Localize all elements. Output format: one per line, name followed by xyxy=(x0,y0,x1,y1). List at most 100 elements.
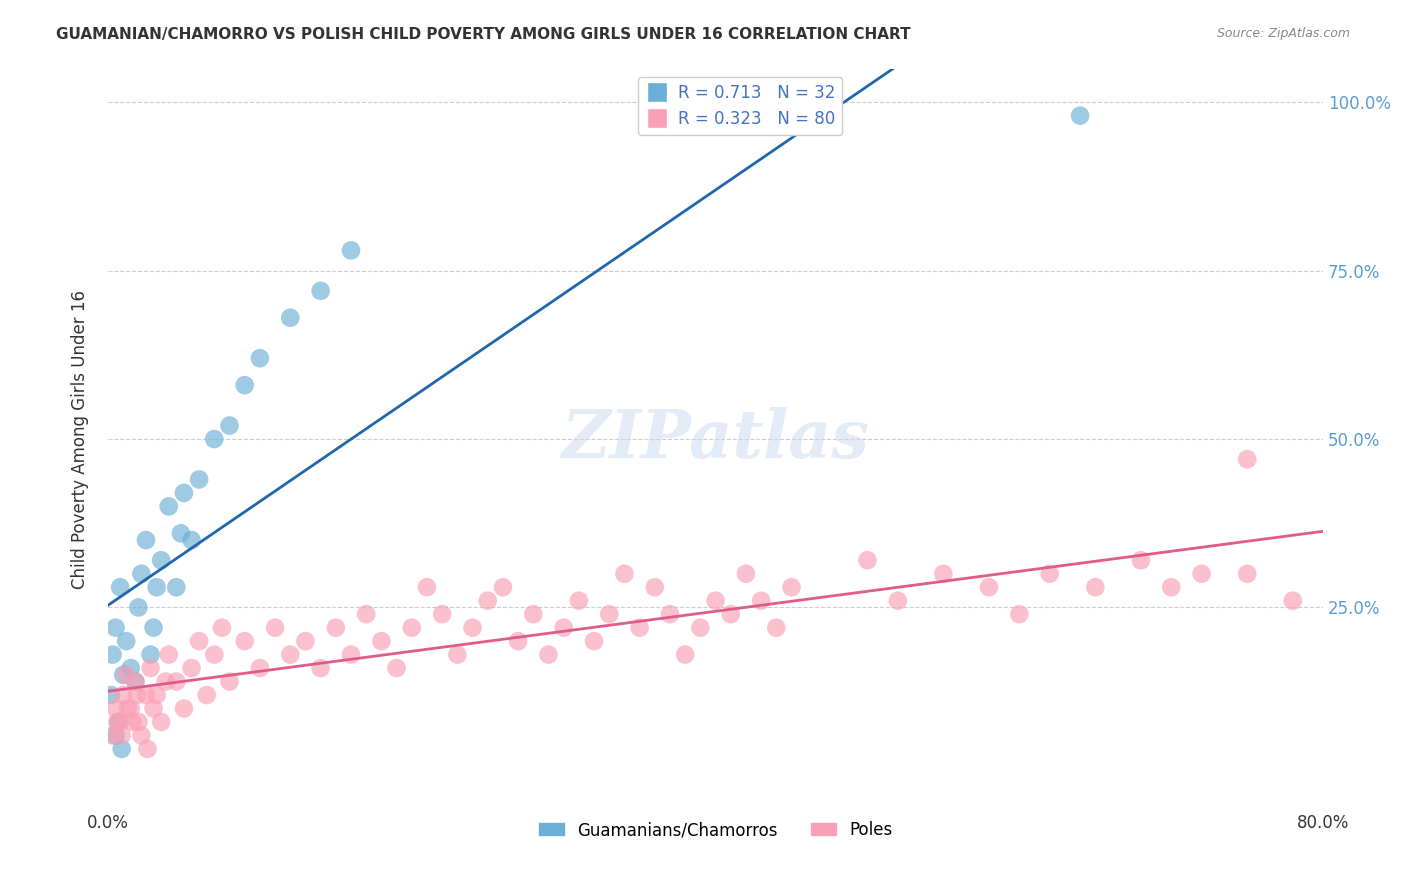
Text: ZIPatlas: ZIPatlas xyxy=(561,407,869,472)
Point xyxy=(115,634,138,648)
Point xyxy=(108,580,131,594)
Point xyxy=(135,688,157,702)
Point xyxy=(142,701,165,715)
Point xyxy=(370,634,392,648)
Point xyxy=(1236,452,1258,467)
Point xyxy=(477,593,499,607)
Point xyxy=(157,500,180,514)
Point xyxy=(249,661,271,675)
Point xyxy=(180,661,202,675)
Point xyxy=(101,728,124,742)
Point xyxy=(127,714,149,729)
Point xyxy=(139,661,162,675)
Point xyxy=(340,244,363,258)
Point xyxy=(401,621,423,635)
Point xyxy=(105,714,128,729)
Point xyxy=(142,621,165,635)
Point xyxy=(108,714,131,729)
Point xyxy=(765,621,787,635)
Point xyxy=(1281,593,1303,607)
Point xyxy=(294,634,316,648)
Text: Source: ZipAtlas.com: Source: ZipAtlas.com xyxy=(1216,27,1350,40)
Point xyxy=(115,668,138,682)
Point xyxy=(1069,109,1091,123)
Point xyxy=(278,648,301,662)
Point xyxy=(628,621,651,635)
Point xyxy=(354,607,377,622)
Point xyxy=(120,701,142,715)
Point xyxy=(278,310,301,325)
Point xyxy=(131,728,153,742)
Point xyxy=(430,607,453,622)
Point xyxy=(107,714,129,729)
Point xyxy=(309,661,332,675)
Point xyxy=(264,621,287,635)
Point xyxy=(111,728,134,742)
Point xyxy=(125,688,148,702)
Point xyxy=(124,674,146,689)
Point xyxy=(492,580,515,594)
Point xyxy=(735,566,758,581)
Point xyxy=(325,621,347,635)
Point xyxy=(145,580,167,594)
Point xyxy=(131,566,153,581)
Point xyxy=(568,593,591,607)
Point xyxy=(136,742,159,756)
Point xyxy=(157,648,180,662)
Point xyxy=(461,621,484,635)
Point xyxy=(104,728,127,742)
Point xyxy=(127,600,149,615)
Point xyxy=(644,580,666,594)
Point xyxy=(1129,553,1152,567)
Y-axis label: Child Poverty Among Girls Under 16: Child Poverty Among Girls Under 16 xyxy=(72,290,89,589)
Point xyxy=(583,634,606,648)
Point xyxy=(977,580,1000,594)
Point xyxy=(1008,607,1031,622)
Point xyxy=(309,284,332,298)
Point xyxy=(188,634,211,648)
Point xyxy=(117,701,139,715)
Legend: R = 0.713   N = 32, R = 0.323   N = 80: R = 0.713 N = 32, R = 0.323 N = 80 xyxy=(638,77,842,135)
Point xyxy=(112,668,135,682)
Point xyxy=(780,580,803,594)
Point xyxy=(233,634,256,648)
Point xyxy=(202,432,225,446)
Point xyxy=(720,607,742,622)
Point xyxy=(1236,566,1258,581)
Point xyxy=(150,714,173,729)
Point xyxy=(195,688,218,702)
Point xyxy=(165,580,187,594)
Point xyxy=(233,378,256,392)
Point xyxy=(104,701,127,715)
Point xyxy=(553,621,575,635)
Point xyxy=(101,648,124,662)
Point xyxy=(522,607,544,622)
Point xyxy=(202,648,225,662)
Point xyxy=(150,553,173,567)
Point xyxy=(932,566,955,581)
Point xyxy=(416,580,439,594)
Point xyxy=(111,742,134,756)
Point xyxy=(673,648,696,662)
Point xyxy=(211,621,233,635)
Point xyxy=(139,648,162,662)
Point xyxy=(340,648,363,662)
Point xyxy=(173,701,195,715)
Point xyxy=(749,593,772,607)
Point xyxy=(145,688,167,702)
Point xyxy=(180,533,202,547)
Point xyxy=(121,714,143,729)
Point xyxy=(689,621,711,635)
Point xyxy=(188,472,211,486)
Point xyxy=(506,634,529,648)
Point xyxy=(165,674,187,689)
Point xyxy=(598,607,620,622)
Point xyxy=(120,661,142,675)
Point xyxy=(1191,566,1213,581)
Point xyxy=(537,648,560,662)
Point xyxy=(613,566,636,581)
Point xyxy=(124,674,146,689)
Point xyxy=(173,486,195,500)
Point xyxy=(135,533,157,547)
Point xyxy=(1160,580,1182,594)
